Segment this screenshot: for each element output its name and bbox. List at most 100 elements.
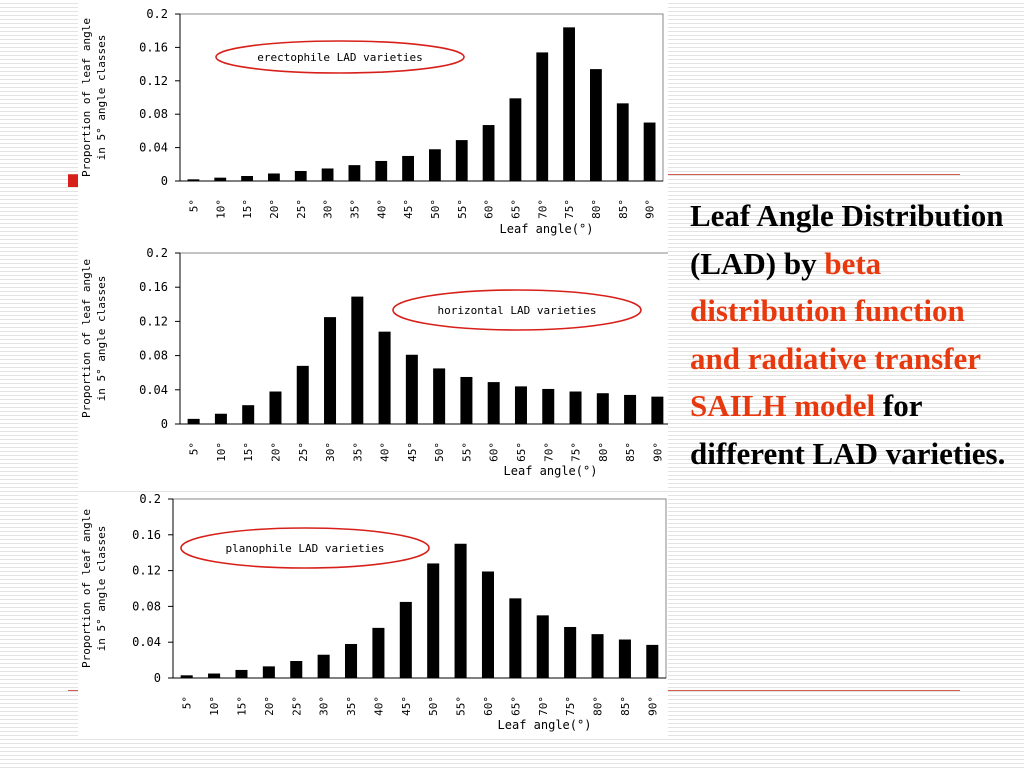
bar (482, 125, 495, 181)
y-tick-label: 0.08 (139, 349, 168, 363)
bar (214, 177, 227, 181)
title-part-1: Leaf Angle Distribution (LAD) by (690, 198, 1004, 281)
bar (429, 149, 441, 181)
y-tick-label: 0.04 (139, 141, 168, 155)
x-tick-label: 10° (214, 199, 227, 219)
bar (378, 331, 391, 424)
x-tick-label: 45° (402, 199, 415, 219)
bullet-square-icon (68, 175, 78, 187)
bar (454, 543, 467, 678)
x-tick-label: 60° (483, 199, 496, 219)
x-tick-label: 30° (322, 199, 335, 219)
x-tick-label: 35° (348, 199, 361, 219)
bar (187, 418, 200, 424)
y-tick-label: 0 (161, 174, 168, 188)
x-tick-label: 85° (619, 696, 632, 716)
annotation-label: erectophile LAD varieties (257, 51, 423, 64)
y-tick-label: 0.16 (139, 280, 168, 294)
bar (180, 675, 193, 678)
x-tick-label: 75° (564, 696, 577, 716)
x-tick-label: 5° (181, 696, 194, 709)
bar (564, 626, 577, 678)
x-tick-label: 50° (427, 696, 440, 716)
x-tick-label: 90° (646, 696, 659, 716)
bar (514, 386, 527, 424)
bar (590, 69, 602, 181)
x-tick-label: 50° (429, 199, 442, 219)
bar (433, 368, 446, 424)
bar (618, 639, 631, 678)
bar (241, 175, 253, 181)
bar (542, 388, 555, 424)
y-tick-label: 0.12 (139, 74, 168, 88)
x-tick-label: 80° (592, 696, 605, 716)
x-tick-label: 90° (651, 442, 664, 462)
x-tick-label: 35° (351, 442, 364, 462)
x-tick-label: 15° (241, 199, 254, 219)
bar (345, 643, 358, 678)
bar (616, 103, 629, 181)
x-tick-label: 70° (542, 442, 555, 462)
bar (235, 669, 248, 678)
y-tick-label: 0 (154, 671, 161, 685)
x-tick-label: 20° (269, 442, 282, 462)
chart-panel-horizontal: 0 0.04 0.08 0.12 0.16 0.2 5° 10° 15° 20° 25° 30° 35°… (78, 246, 668, 490)
bar (269, 391, 282, 424)
x-tick-label: 75° (570, 442, 583, 462)
x-axis-label: Leaf angle(°) (504, 464, 598, 478)
bar (563, 27, 575, 181)
y-tick-label: 0.2 (139, 493, 161, 506)
y-tick-label: 0.08 (132, 599, 161, 613)
bar (187, 179, 200, 181)
bar (290, 660, 303, 678)
bar (460, 376, 473, 424)
bar (296, 365, 309, 424)
x-tick-label: 50° (433, 442, 446, 462)
y-tick-label: 0.12 (139, 314, 168, 328)
x-tick-label: 55° (460, 442, 473, 462)
bar (294, 170, 307, 181)
bar (569, 391, 582, 424)
x-tick-label: 55° (455, 696, 468, 716)
y-tick-label: 0.2 (146, 246, 168, 260)
x-tick-label: 60° (482, 696, 495, 716)
x-tick-label: 20° (268, 199, 281, 219)
y-axis-label: Proportion of leaf angle (80, 259, 93, 418)
y-tick-label: 0.08 (139, 107, 168, 121)
bar (455, 140, 468, 181)
x-tick-label: 5° (187, 199, 200, 212)
plot-frame (179, 252, 668, 425)
annotation-ellipse (392, 289, 642, 331)
x-tick-label: 60° (488, 442, 501, 462)
x-tick-label: 25° (290, 696, 303, 716)
x-tick-label: 10° (208, 696, 221, 716)
x-tick-label: 15° (235, 696, 248, 716)
bar (624, 394, 637, 424)
x-tick-label: 65° (509, 199, 522, 219)
bar (509, 598, 522, 678)
bar (268, 173, 280, 181)
x-tick-label: 25° (295, 199, 308, 219)
bar (324, 317, 337, 424)
x-axis-label: Leaf angle(°) (498, 718, 592, 732)
annotation-label: planophile LAD varieties (226, 542, 385, 555)
chart-planophile: 0 0.04 0.08 0.12 0.16 0.2 5° 10° 15° 20° 25° 30° 35°… (80, 493, 667, 732)
x-tick-label: 40° (375, 199, 388, 219)
slide-title: Leaf Angle Distribution (LAD) by beta di… (690, 192, 1020, 477)
y-tick-label: 0.16 (139, 40, 168, 54)
chart-panel-planophile: 0 0.04 0.08 0.12 0.16 0.2 5° 10° 15° 20° 25° 30° 35°… (78, 493, 668, 738)
x-tick-label: 20° (263, 696, 276, 716)
chart-horizontal: 0 0.04 0.08 0.12 0.16 0.2 5° 10° 15° 20° 25° 30° 35°… (80, 246, 668, 478)
y-axis-label: in 5° angle classes (95, 276, 108, 402)
x-tick-label: 55° (456, 199, 469, 219)
bar (262, 666, 275, 678)
bar (402, 155, 414, 181)
x-tick-label: 80° (590, 199, 603, 219)
chart-erectophile: 0 0.04 0.08 0.12 0.16 0.2 5° 10° 15° 20° 25° 30° 35°… (80, 7, 664, 236)
y-axis-label: Proportion of leaf angle (80, 509, 93, 668)
y-axis-label: Proportion of leaf angle (80, 18, 93, 177)
x-tick-label: 35° (345, 696, 358, 716)
x-tick-label: 30° (318, 696, 331, 716)
bar (509, 98, 522, 181)
bar (214, 413, 227, 424)
